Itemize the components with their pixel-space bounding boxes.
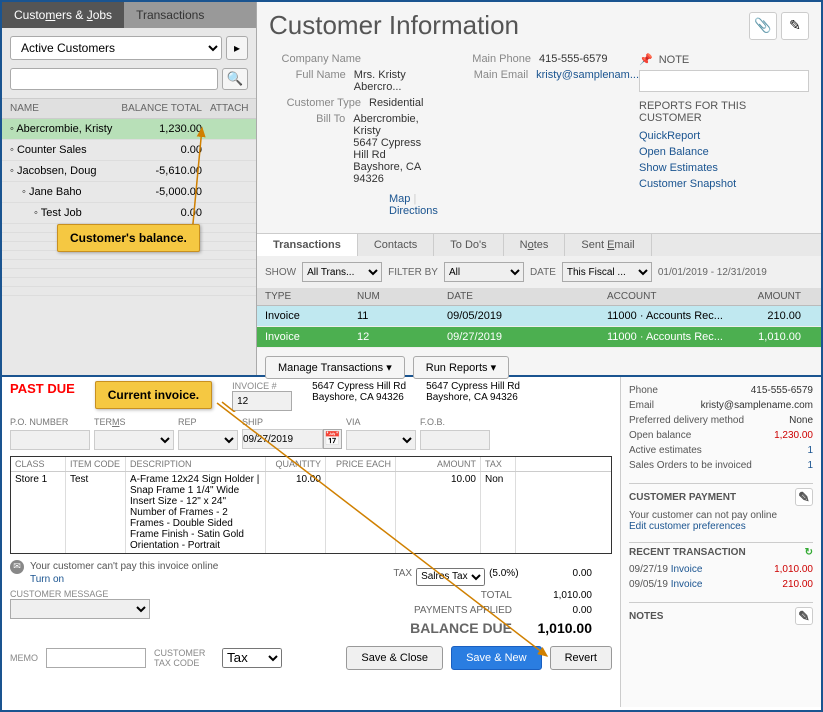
pin-icon: 📌 (639, 53, 653, 66)
po-input[interactable] (10, 430, 90, 450)
report-link[interactable]: Customer Snapshot (639, 178, 809, 190)
tab-transactions[interactable]: Transactions (124, 2, 216, 28)
nav-next-button[interactable]: ▸ (226, 36, 248, 60)
fob-input[interactable] (420, 430, 490, 450)
callout-balance: Customer's balance. (57, 224, 200, 252)
sales-orders-link[interactable]: 1 (807, 460, 813, 471)
customer-row[interactable]: ◦ Test Job0.00 (2, 203, 256, 224)
customer-message-select[interactable] (10, 599, 150, 619)
via-select[interactable] (346, 430, 416, 450)
line-item-row[interactable]: Store 1 Test A-Frame 12x24 Sign Holder |… (11, 472, 611, 553)
search-button[interactable]: 🔍 (222, 68, 248, 90)
trans-tab-transactions[interactable]: Transactions (257, 234, 358, 256)
date-select[interactable]: This Fiscal ... (562, 262, 652, 282)
map-link[interactable]: Map (389, 193, 410, 205)
show-select[interactable]: All Trans... (302, 262, 382, 282)
active-estimates-link[interactable]: 1 (807, 445, 813, 456)
invoice-panel: PAST DUE Current invoice. INVOICE # 5647… (2, 377, 621, 707)
edit-notes-icon[interactable]: ✎ (795, 607, 813, 625)
terms-select[interactable] (94, 430, 174, 450)
report-link[interactable]: Show Estimates (639, 162, 809, 174)
memo-input[interactable] (46, 648, 146, 668)
customer-row[interactable]: ◦ Jacobsen, Doug-5,610.00 (2, 161, 256, 182)
rep-select[interactable] (178, 430, 238, 450)
customer-list-panel: Customers & Jobs Transactions Active Cus… (2, 2, 257, 375)
directions-link[interactable]: Directions (389, 205, 438, 217)
line-item-header: CLASS ITEM CODE DESCRIPTION QUANTITY PRI… (11, 457, 611, 472)
note-input[interactable] (639, 70, 809, 92)
callout-invoice: Current invoice. (95, 381, 212, 409)
transaction-row[interactable]: Invoice1109/05/201911000 · Accounts Rec.… (257, 306, 821, 327)
trans-tab-todos[interactable]: To Do's (434, 234, 503, 256)
customer-row[interactable]: ◦ Jane Baho-5,000.00 (2, 182, 256, 203)
email-link[interactable]: kristy@samplenam... (536, 69, 639, 81)
attach-icon[interactable]: 📎 (749, 12, 777, 40)
tax-code-select[interactable]: Tax (222, 648, 282, 668)
tax-select[interactable]: Salres Tax (416, 568, 485, 586)
customer-table-header: NAME BALANCE TOTAL ATTACH (2, 98, 256, 119)
save-close-button[interactable]: Save & Close (346, 646, 443, 670)
past-due-label: PAST DUE (10, 381, 75, 396)
customer-info-panel: Customer Information 📎 ✎ Company Name Fu… (257, 2, 821, 375)
date-range: 01/01/2019 - 12/31/2019 (658, 267, 767, 278)
revert-button[interactable]: Revert (550, 646, 612, 670)
customer-row[interactable]: ◦ Abercrombie, Kristy1,230.00 (2, 119, 256, 140)
side-info-panel: Phone415-555-6579 Emailkristy@samplename… (621, 377, 821, 707)
trans-tab-sent-email[interactable]: Sent Email (565, 234, 651, 256)
run-reports-button[interactable]: Run Reports ▾ (413, 356, 509, 379)
edit-prefs-link[interactable]: Edit customer preferences (629, 521, 813, 532)
trans-grid-header: TYPE NUM DATE ACCOUNT AMOUNT (257, 288, 821, 306)
edit-payment-icon[interactable]: ✎ (795, 488, 813, 506)
manage-transactions-button[interactable]: Manage Transactions ▾ (265, 356, 405, 379)
customer-filter-select[interactable]: Active Customers (10, 36, 222, 60)
balance-due-value: 1,010.00 (512, 620, 612, 636)
recent-transaction-row[interactable]: 09/27/19 Invoice1,010.00 (629, 562, 813, 577)
open-balance-value: 1,230.00 (774, 430, 813, 441)
transaction-row[interactable]: Invoice1209/27/201911000 · Accounts Rec.… (257, 327, 821, 348)
turn-on-link[interactable]: Turn on (10, 574, 292, 585)
customer-search-input[interactable] (10, 68, 218, 90)
ship-date-input[interactable] (242, 429, 323, 449)
reports-title: REPORTS FOR THIS CUSTOMER (639, 100, 809, 124)
report-link[interactable]: QuickReport (639, 130, 809, 142)
trans-tab-notes[interactable]: Notes (504, 234, 566, 256)
save-new-button[interactable]: Save & New (451, 646, 542, 670)
refresh-icon[interactable]: ↻ (805, 547, 813, 558)
info-icon: ✉ (10, 560, 24, 574)
edit-icon[interactable]: ✎ (781, 12, 809, 40)
tab-customers-jobs[interactable]: Customers & Jobs (2, 2, 124, 28)
recent-transaction-row[interactable]: 09/05/19 Invoice210.00 (629, 577, 813, 592)
filter-by-select[interactable]: All (444, 262, 524, 282)
customer-info-title: Customer Information (269, 10, 745, 41)
invoice-number-input[interactable] (232, 391, 292, 411)
report-link[interactable]: Open Balance (639, 146, 809, 158)
customer-row[interactable]: ◦ Counter Sales0.00 (2, 140, 256, 161)
calendar-icon[interactable]: 📅 (323, 429, 342, 449)
trans-tab-contacts[interactable]: Contacts (358, 234, 434, 256)
